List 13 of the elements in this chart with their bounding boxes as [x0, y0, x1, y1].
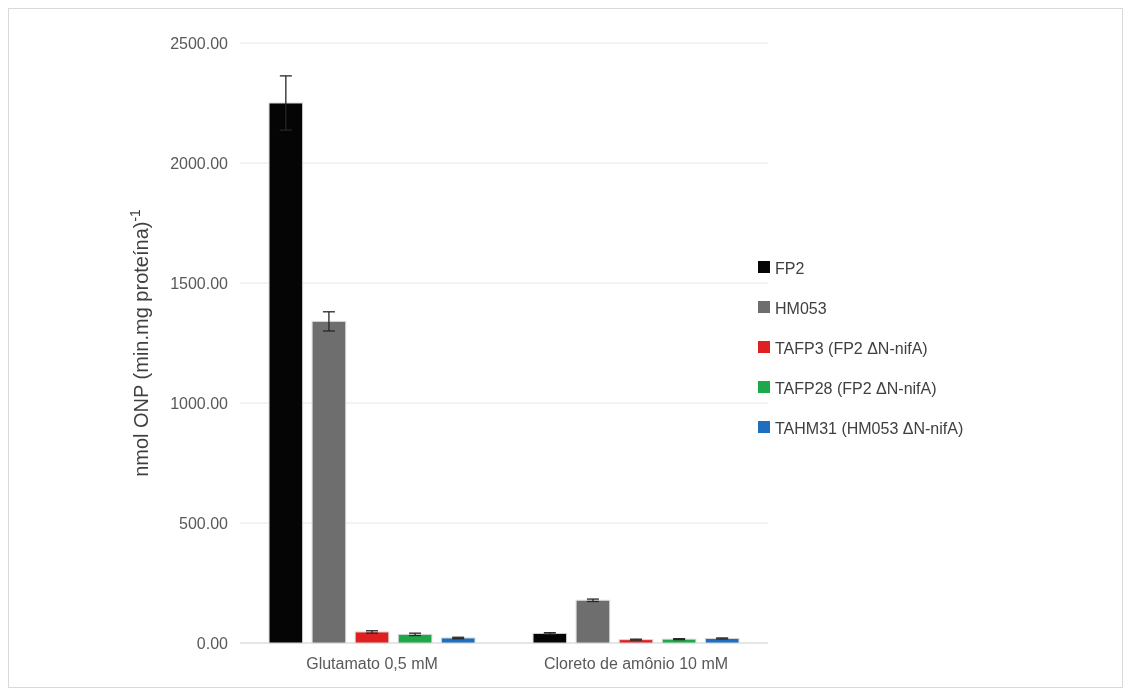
- x-tick-label: Glutamato 0,5 mM: [306, 655, 438, 672]
- legend-label: HM053: [775, 299, 827, 317]
- x-tick-label: Cloreto de amônio 10 mM: [543, 655, 729, 672]
- y-tick-label: 2000.00: [170, 154, 229, 172]
- y-tick-label: 2500.00: [170, 34, 229, 52]
- y-tick-label: 1000.00: [170, 394, 229, 412]
- legend-label: TAFP28 (FP2 ΔN-nifA): [775, 379, 937, 397]
- legend-label: FP2: [775, 259, 805, 277]
- legend-label: TAHM31 (HM053 ΔN-nifA): [775, 419, 964, 437]
- legend-label: TAFP3 (FP2 ΔN-nifA): [775, 339, 928, 357]
- y-tick-label: 500.00: [179, 514, 229, 532]
- y-tick-label: 1500.00: [170, 274, 229, 292]
- y-tick-label: 0.00: [196, 634, 229, 652]
